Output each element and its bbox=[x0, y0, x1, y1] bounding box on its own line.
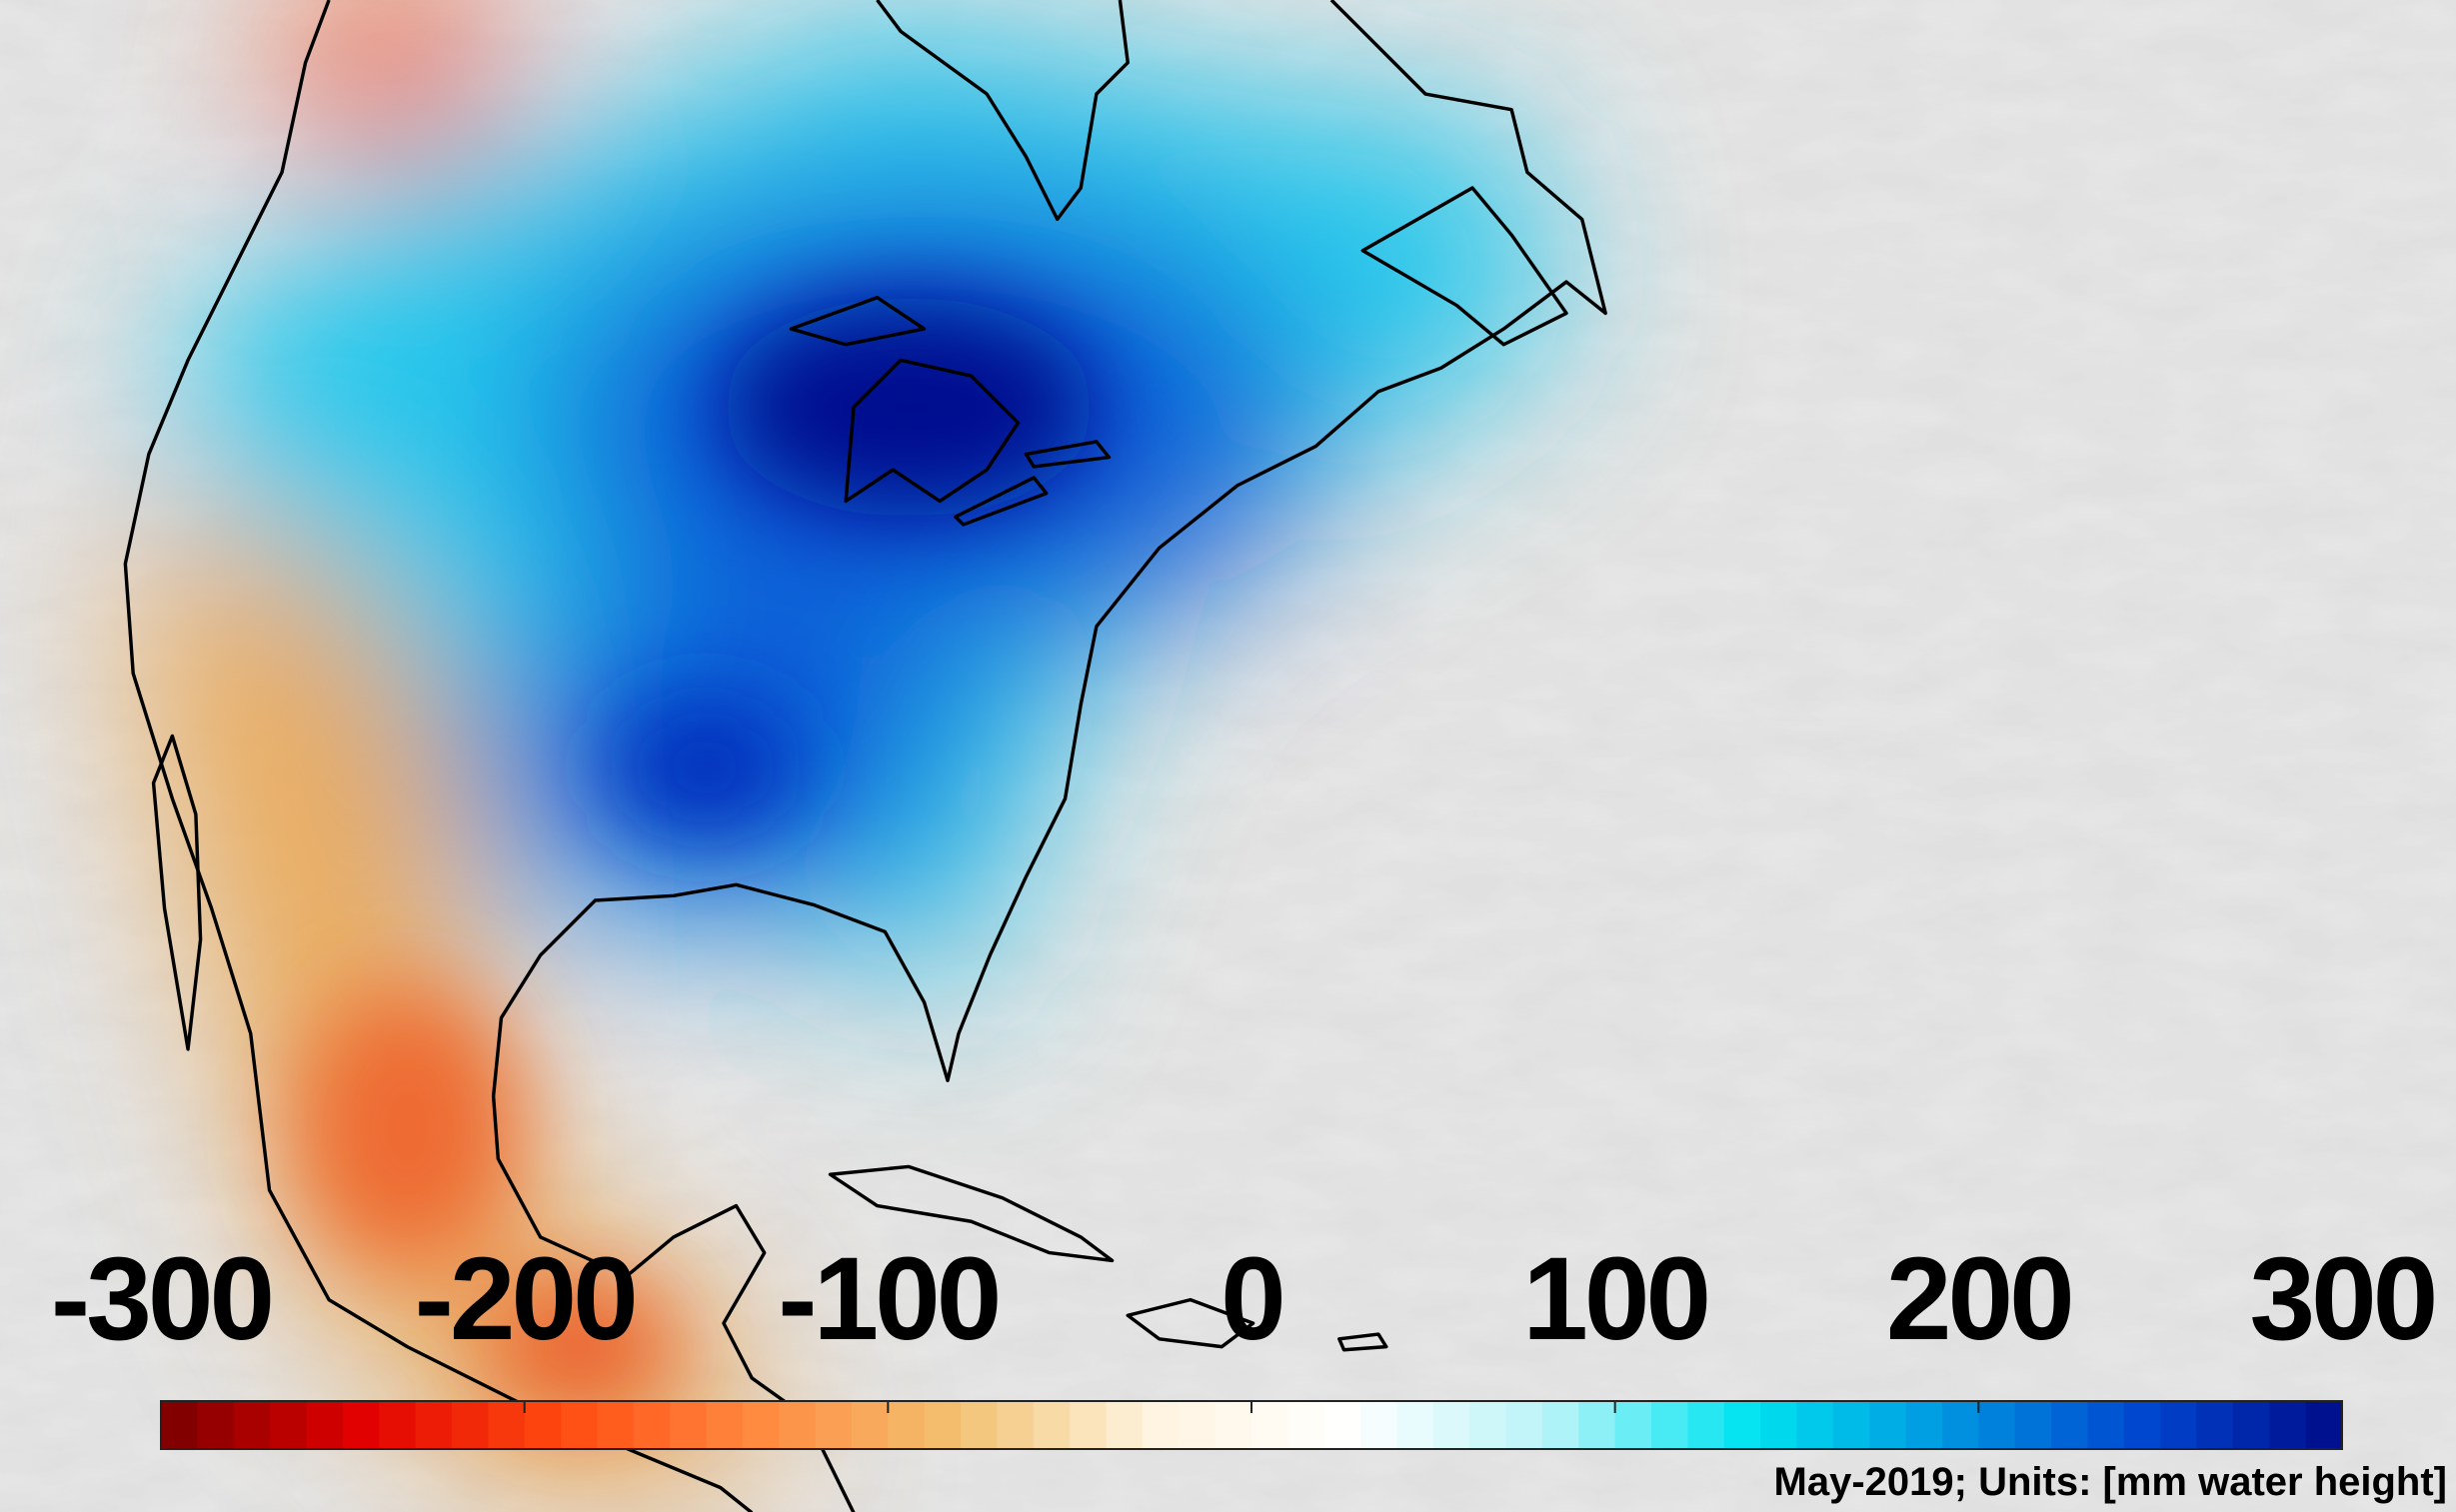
colorbar-segment bbox=[2196, 1401, 2234, 1449]
colorbar-segment bbox=[306, 1401, 344, 1449]
colorbar-segment bbox=[1251, 1401, 1288, 1449]
colorbar-segment bbox=[1651, 1401, 1688, 1449]
colorbar-segment bbox=[1396, 1401, 1434, 1449]
colorbar-segment bbox=[815, 1401, 853, 1449]
colorbar-segment bbox=[270, 1401, 308, 1449]
colorbar-segment bbox=[1869, 1401, 1907, 1449]
field-core bbox=[720, 297, 1097, 518]
colorbar-segment bbox=[1070, 1401, 1108, 1449]
tick-label: -100 bbox=[778, 1233, 998, 1365]
colorbar-segment bbox=[2232, 1401, 2270, 1449]
colorbar-segment bbox=[2269, 1401, 2307, 1449]
field-warm-north bbox=[282, 0, 502, 157]
colorbar-segment bbox=[851, 1401, 889, 1449]
colorbar-segment bbox=[1469, 1401, 1507, 1449]
colorbar-segment bbox=[1505, 1401, 1543, 1449]
colorbar-segment bbox=[1760, 1401, 1798, 1449]
water-field bbox=[123, 0, 1607, 1512]
colorbar-segment bbox=[1614, 1401, 1652, 1449]
colorbar-segment bbox=[2305, 1401, 2343, 1449]
field-cores bbox=[297, 297, 1097, 1410]
colorbar-segment bbox=[1106, 1401, 1144, 1449]
colorbar-segment bbox=[524, 1401, 562, 1449]
tick-label: 100 bbox=[1522, 1233, 1707, 1365]
cuba bbox=[828, 1164, 1115, 1263]
colorbar-segment bbox=[888, 1401, 926, 1449]
colorbar-segment bbox=[997, 1401, 1035, 1449]
coast-central bbox=[491, 1095, 856, 1512]
newfoundland bbox=[1360, 186, 1568, 347]
colorbar-segment bbox=[706, 1401, 744, 1449]
tick-label: -200 bbox=[415, 1233, 635, 1365]
colorbar-segment bbox=[2087, 1401, 2125, 1449]
colorbar-segment bbox=[415, 1401, 453, 1449]
colorbar-segment bbox=[1432, 1401, 1470, 1449]
field-hot-south bbox=[297, 986, 518, 1269]
colorbar-segment bbox=[1941, 1401, 1979, 1449]
colorbar-segment bbox=[1723, 1401, 1761, 1449]
colorbar-segment bbox=[1578, 1401, 1616, 1449]
colorbar-segment bbox=[451, 1401, 489, 1449]
tick-label: -300 bbox=[51, 1233, 271, 1365]
tick-label: 200 bbox=[1886, 1233, 2071, 1365]
colorbar-segment bbox=[670, 1401, 708, 1449]
coast-east bbox=[491, 0, 1607, 1097]
colorbar-segment bbox=[1215, 1401, 1252, 1449]
field-core-south bbox=[611, 705, 800, 830]
colorbar-segment bbox=[1287, 1401, 1325, 1449]
coast-hudson bbox=[876, 0, 1130, 222]
colorbar-segment bbox=[1142, 1401, 1180, 1449]
colorbar-segment bbox=[1033, 1401, 1071, 1449]
colorbar-segment bbox=[597, 1401, 635, 1449]
colorbar-segment bbox=[1360, 1401, 1398, 1449]
caption: May-2019; Units: [mm water height] bbox=[1774, 1460, 2447, 1504]
colorbar-segment bbox=[161, 1401, 198, 1449]
colorbar-segment bbox=[633, 1401, 671, 1449]
colorbar-segment bbox=[1179, 1401, 1217, 1449]
colorbar-segment bbox=[1832, 1401, 1870, 1449]
colorbar-segment bbox=[742, 1401, 780, 1449]
tick-label: 300 bbox=[2250, 1233, 2435, 1365]
colorbar-segment bbox=[342, 1401, 380, 1449]
colorbar-segment bbox=[233, 1401, 271, 1449]
colorbar-segment bbox=[1323, 1401, 1361, 1449]
tick-label: 0 bbox=[1221, 1233, 1282, 1365]
colorbar-segment bbox=[379, 1401, 417, 1449]
colorbar-segment bbox=[197, 1401, 235, 1449]
colorbar-segment bbox=[1905, 1401, 1943, 1449]
baja bbox=[151, 734, 203, 1051]
great-lakes bbox=[789, 296, 1112, 527]
colorbar: -300 -200 -100 0 100 200 300 bbox=[51, 1233, 2438, 1450]
colorbar-segment bbox=[2051, 1401, 2089, 1449]
colorbar-segment bbox=[1978, 1401, 2016, 1449]
colorbar-segment bbox=[2014, 1401, 2052, 1449]
colorbar-segment bbox=[779, 1401, 817, 1449]
colorbar-segment bbox=[1541, 1401, 1579, 1449]
colorbar-segment bbox=[561, 1401, 598, 1449]
colorbar-segment bbox=[488, 1401, 526, 1449]
colorbar-segment bbox=[961, 1401, 999, 1449]
colorbar-segment bbox=[1687, 1401, 1725, 1449]
hispaniola bbox=[1126, 1297, 1388, 1352]
colorbar-segment bbox=[2123, 1401, 2161, 1449]
colorbar-segment bbox=[2160, 1401, 2198, 1449]
colorbar-segment bbox=[924, 1401, 962, 1449]
field-hot-mexico bbox=[485, 1283, 674, 1410]
colorbar-segment bbox=[1796, 1401, 1834, 1449]
